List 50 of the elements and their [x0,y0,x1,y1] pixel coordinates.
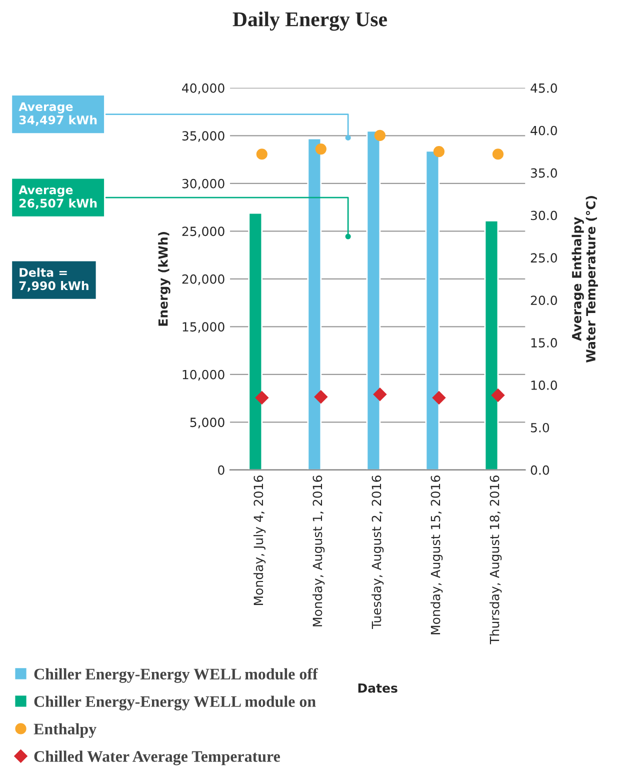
legend-label: Chilled Water Average Temperature [34,750,280,766]
point [256,148,268,160]
point [374,130,386,142]
y-tick-label: 10,000 [182,370,224,381]
point [491,388,505,402]
x-tick-label: Monday, August 1, 2016 [312,476,325,626]
y-tick-label: 0 [218,465,224,475]
legend-label: Enthalpy [34,723,96,738]
x-tick-label: Tuesday, August 2, 2016 [372,476,384,630]
bar [366,130,381,470]
bar [484,220,499,470]
y2-tick-label: 40.0 [530,126,558,136]
y-tick-label: 35,000 [182,131,224,142]
y2-tick-label: 30.0 [530,210,558,220]
bar [307,138,322,470]
y-axis-title: Energy (kWh) [158,232,170,326]
x-axis-title: Dates [358,683,398,693]
y2-tick-label: 45.0 [530,83,558,93]
y2-tick-label: 0.0 [530,465,550,475]
point [373,388,387,401]
y-tick-label: 25,000 [182,226,224,238]
text: Average 26,507 kWh [18,186,97,210]
y2-tick-label: 10.0 [531,380,558,390]
y-tick-label: 15,000 [182,322,224,333]
point [315,143,326,155]
x-tick-label: Monday, July 4, 2016 [253,476,266,606]
text: Delta = 7,990 kWh [19,268,88,292]
y2-tick-label: 15.0 [531,338,558,348]
y2-tick-label: 20.0 [530,296,558,306]
point [255,391,268,404]
legend-label: Chiller Energy-Energy WELL module off [34,668,318,683]
y-tick-label: 5,000 [190,418,224,428]
y2-tick-label: 25.0 [530,253,558,263]
y2-tick-label: 5.0 [530,422,550,432]
point [314,390,328,404]
bar [425,150,440,470]
y-tick-label: 40,000 [182,83,224,94]
point [432,391,446,404]
y2-tick-label: 35.0 [530,168,558,178]
chart-title: Daily Energy Use [232,12,387,31]
y2-axis-title: Average Enthalpy Water Temperature (°C) [572,196,598,362]
point [433,146,445,158]
y-tick-label: 20,000 [182,274,224,286]
text: Average 34,497 kWh [18,102,97,126]
bar [248,212,263,470]
point [492,148,504,160]
legend-label: Chiller Energy-Energy WELL module on [34,696,316,710]
y-tick-label: 30,000 [182,178,224,190]
x-tick-label: Monday, August 15, 2016 [430,476,443,634]
x-tick-label: Thursday, August 18, 2016 [490,476,502,644]
